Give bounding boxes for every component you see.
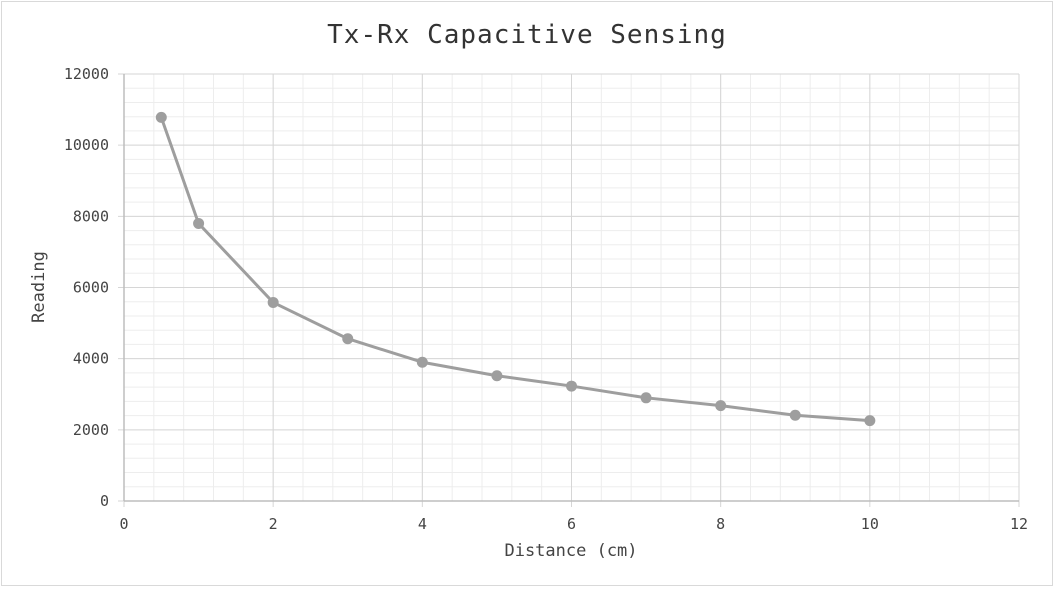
x-tick-label: 10 — [861, 515, 879, 533]
x-tick-label: 8 — [716, 515, 725, 533]
major-gridlines — [118, 73, 1020, 507]
x-axis-label: Distance (cm) — [504, 541, 637, 561]
data-point — [789, 409, 801, 421]
data-point — [416, 356, 428, 368]
y-tick-label: 0 — [100, 492, 109, 510]
y-tick-label: 8000 — [73, 207, 109, 225]
data-point — [193, 217, 205, 229]
data-point — [342, 333, 354, 345]
x-tick-label: 2 — [269, 515, 278, 533]
y-tick-label: 10000 — [64, 136, 109, 154]
data-point — [715, 400, 727, 412]
x-tick-label: 4 — [418, 515, 427, 533]
y-tick-label: 2000 — [73, 421, 109, 439]
y-axis-label: Reading — [29, 251, 49, 323]
chart-title: Tx-Rx Capacitive Sensing — [327, 20, 727, 50]
x-tick-labels: 0 2 4 6 8 10 12 — [119, 515, 1028, 533]
x-tick-label: 12 — [1010, 515, 1028, 533]
data-series — [155, 111, 876, 427]
axes — [123, 74, 1019, 502]
data-point — [640, 392, 652, 404]
data-point — [155, 111, 167, 123]
y-tick-label: 6000 — [73, 279, 109, 297]
data-point — [267, 296, 279, 308]
series-line — [159, 116, 870, 423]
data-point — [491, 370, 503, 382]
x-tick-label: 0 — [119, 515, 128, 533]
y-tick-label: 4000 — [73, 350, 109, 368]
data-point — [566, 380, 577, 392]
y-tick-labels: 0 2000 4000 6000 8000 10000 12000 — [64, 65, 109, 510]
x-tick-label: 6 — [567, 515, 576, 533]
y-tick-label: 12000 — [64, 65, 109, 83]
data-point — [864, 415, 876, 427]
